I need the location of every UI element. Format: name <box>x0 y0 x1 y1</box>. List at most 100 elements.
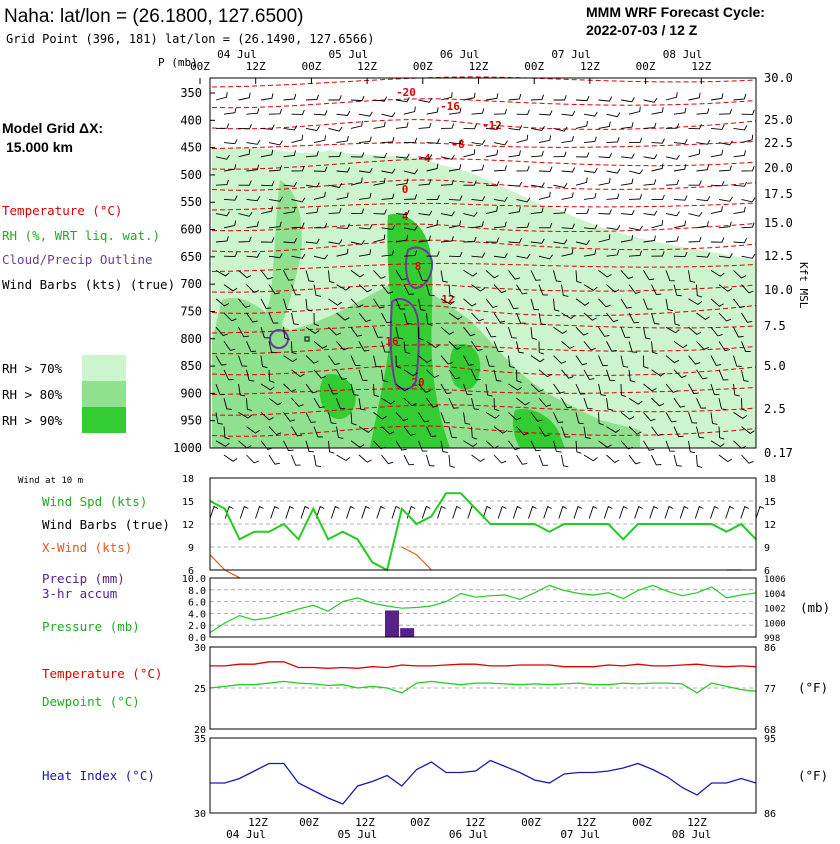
temperature-contour <box>211 322 757 334</box>
bottom-date-label: 04 Jul <box>226 828 266 840</box>
pressure-tick-label: 900 <box>180 386 202 400</box>
legend-wind: Wind Barbs (kts) (true) <box>2 277 175 292</box>
temperature-contour <box>211 158 757 170</box>
temperature-contour <box>211 76 757 88</box>
pressure-tick-label: 400 <box>180 113 202 127</box>
wind-ytick-left: 18 <box>182 474 194 485</box>
temp-ytick-c: 25 <box>194 684 206 695</box>
hi-ytick-c: 35 <box>194 734 206 745</box>
pressure-tick-label: 950 <box>180 414 202 428</box>
dewpoint-line <box>209 680 757 694</box>
bottom-date-label: 08 Jul <box>672 828 712 840</box>
temperature-contour-label: 20 <box>411 376 424 389</box>
precip-ytick: 8.0 <box>188 586 206 597</box>
wind-ytick-left: 6 <box>188 566 194 577</box>
wind-speed-line <box>209 492 757 572</box>
temperature-label: Temperature (°C) <box>42 666 162 681</box>
pressure-ytick: 1006 <box>764 575 786 585</box>
heat-index-label: Heat Index (°C) <box>42 768 155 783</box>
temperature-contour <box>211 202 757 211</box>
model-grid-km: 15.000 km <box>6 139 73 155</box>
temp-ytick-f: 77 <box>764 684 776 695</box>
height-tick-label: 20.0 <box>764 161 793 175</box>
bottom-time-label: 12Z <box>687 816 707 829</box>
wind-ytick-right: 9 <box>764 543 770 554</box>
precip-ytick: 10.0 <box>182 574 206 585</box>
height-tick-label: 10.0 <box>764 283 793 297</box>
precip-pressure-panel: 0.02.04.06.08.010.0 998 1000 1002 1004 1006 <box>182 574 786 644</box>
bottom-time-label: 12Z <box>355 816 375 829</box>
precip-pressure-frame <box>209 577 757 638</box>
precip-ytick: 4.0 <box>188 609 206 620</box>
legend-cloud: Cloud/Precip Outline <box>2 252 153 267</box>
height-tick-label: 12.5 <box>764 249 793 263</box>
temperature-contour-label: -4 <box>417 152 431 165</box>
hi-ytick-c: 30 <box>194 809 206 820</box>
wind-ytick-left: 15 <box>182 497 194 508</box>
rh70-swatch <box>82 355 126 381</box>
cross-section-frame <box>209 77 757 449</box>
temperature-contour <box>211 179 757 191</box>
top-time-label: 00Z <box>301 60 321 73</box>
dewpoint-label: Dewpoint (°C) <box>42 694 140 709</box>
pressure-tick-label: 1000 <box>173 441 202 455</box>
top-time-label: 12Z <box>246 60 266 73</box>
height-tick-label: 5.0 <box>764 359 786 373</box>
temperature-dewpoint-frame <box>209 646 757 730</box>
precip-label: Precip (mm) <box>42 571 125 586</box>
temperature-contour <box>211 365 757 376</box>
top-time-label: 12Z <box>357 60 377 73</box>
pressure-tick-label: 750 <box>180 304 202 318</box>
bottom-date-label: 06 Jul <box>449 828 489 840</box>
wind-ytick-left: 9 <box>188 543 194 554</box>
height-tick-label: 22.5 <box>764 136 793 150</box>
top-time-label: 00Z <box>636 60 656 73</box>
surface-wind-barbs <box>209 505 765 519</box>
top-date-label: 05 Jul <box>329 48 369 61</box>
precip-ytick: 2.0 <box>188 621 206 632</box>
top-date-label: 08 Jul <box>663 48 703 61</box>
height-tick-label: 2.5 <box>764 402 786 416</box>
bottom-time-label: 12Z <box>465 816 485 829</box>
pressure-tick-label: 700 <box>180 277 202 291</box>
height-tick-label: 30.0 <box>764 71 793 85</box>
temperature-contour <box>211 304 757 317</box>
pressure-tick-label: 550 <box>180 195 202 209</box>
pressure-label: Pressure (mb) <box>42 619 140 634</box>
temperature-contour-label: 0 <box>402 183 409 196</box>
temperature-line <box>210 661 757 669</box>
temperature-contour-label: -16 <box>440 100 460 113</box>
bottom-date-label: 07 Jul <box>560 828 600 840</box>
temperature-contour <box>211 404 757 416</box>
fahrenheit-label-temp: (°F) <box>798 680 828 695</box>
pressure-ytick: 1004 <box>764 590 786 600</box>
top-date-label: 04 Jul <box>217 48 257 61</box>
rh90-region <box>512 409 565 448</box>
pressure-tick-label: 650 <box>180 250 202 264</box>
bottom-time-label: 00Z <box>410 816 430 829</box>
cloud-outline <box>405 246 434 290</box>
precip-ytick: 6.0 <box>188 598 206 609</box>
cloud-point <box>304 336 310 342</box>
pressure-axis-title: P (mb) <box>158 56 198 69</box>
wind-panel: 6 6 9 9 12 12 15 15 18 18 <box>182 474 776 579</box>
wind10-label: Wind at 10 m <box>18 476 83 486</box>
wind-barbs <box>215 92 756 468</box>
top-date-label: 06 Jul <box>440 48 480 61</box>
heat-index-panel: 30 35 86 95 <box>194 734 776 820</box>
top-time-label: 00Z <box>413 60 433 73</box>
bottom-time-label: 00Z <box>521 816 541 829</box>
bottom-time-label: 00Z <box>299 816 319 829</box>
pressure-ytick: 1000 <box>764 619 786 629</box>
temperature-contour <box>211 387 757 395</box>
rh90-swatch <box>82 407 126 433</box>
bottom-time-label: 00Z <box>632 816 652 829</box>
top-time-label: 12Z <box>580 60 600 73</box>
height-tick-label: 15.0 <box>764 216 793 230</box>
top-time-label: 00Z <box>190 60 210 73</box>
precip-ytick: 0.0 <box>188 633 206 644</box>
pressure-tick-label: 350 <box>180 86 202 100</box>
wind-panel-frame <box>209 477 757 571</box>
